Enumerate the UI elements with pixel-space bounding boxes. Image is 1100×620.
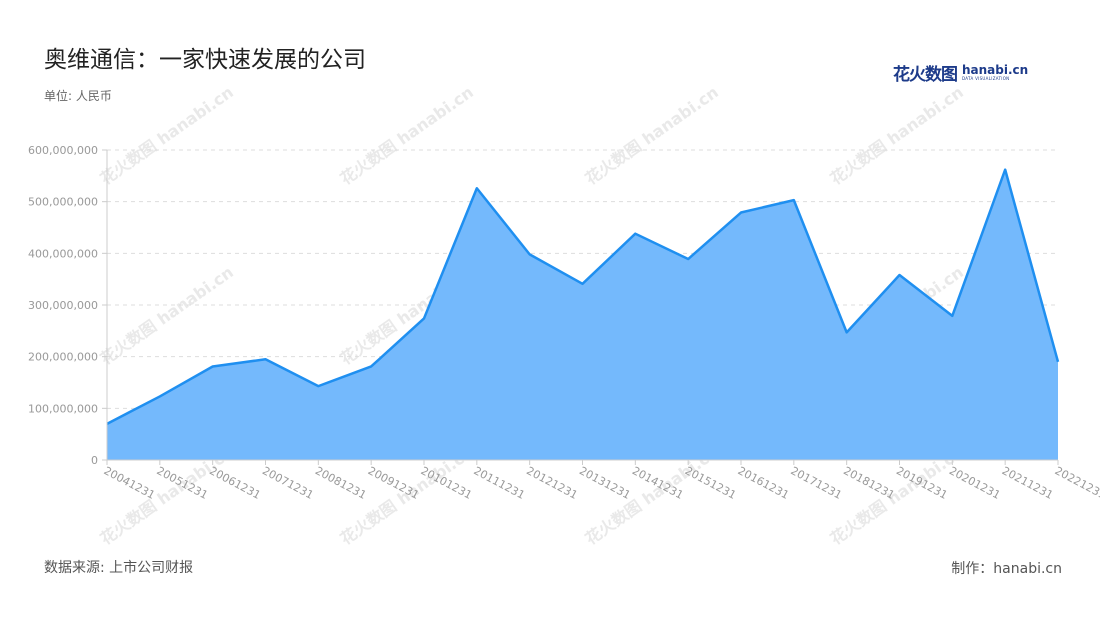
logo-subtitle: DATA VISUALIZATION [962,76,1010,81]
y-tick-label: 400,000,000 [28,247,98,260]
x-tick-label: 20221231 [1053,464,1100,502]
logo-text-cn: 花火数图 [893,65,958,85]
x-tick-label: 20041231 [102,464,158,502]
watermark-text: 花火数图 hanabi.cn [97,82,237,188]
watermark-text: 花火数图 hanabi.cn [827,82,967,188]
area-fill [107,169,1058,460]
credit-label: 制作：hanabi.cn [951,561,1062,577]
logo-text-en-block: hanabi.cn DATA VISUALIZATION [962,64,1028,81]
y-tick-label: 100,000,000 [28,402,98,415]
x-tick-label: 20111231 [471,464,527,502]
series-layer [106,168,1060,460]
data-source: 数据来源: 上市公司财报 [44,560,194,576]
y-tick-label: 0 [91,454,98,467]
y-tick-label: 200,000,000 [28,351,98,364]
x-tick-label: 20121231 [524,464,580,502]
watermark-text: 花火数图 hanabi.cn [97,262,237,368]
chart-title: 奥维通信：一家快速发展的公司 [44,47,366,73]
x-tick-label: 20211231 [1000,464,1056,502]
y-tick-label: 300,000,000 [28,299,98,312]
x-tick-label: 20131231 [577,464,633,502]
x-tick-label: 20061231 [207,464,263,502]
x-tick-label: 20171231 [788,464,844,502]
x-tick-label: 20151231 [683,464,739,502]
x-tick-label: 20071231 [260,464,316,502]
y-tick-label: 600,000,000 [28,144,98,157]
x-tick-label: 20081231 [313,464,369,502]
watermark-text: 花火数图 hanabi.cn [582,82,722,188]
x-tick-label: 20161231 [736,464,792,502]
watermark-text: 花火数图 hanabi.cn [337,82,477,188]
brand-logo: 花火数图 hanabi.cn DATA VISUALIZATION [893,60,1028,85]
unit-label: 单位: 人民币 [44,89,112,103]
x-tick-label: 20201231 [947,464,1003,502]
logo-text-en: hanabi.cn [962,63,1029,77]
x-tick-label: 20181231 [841,464,897,502]
y-tick-label: 500,000,000 [28,196,98,209]
